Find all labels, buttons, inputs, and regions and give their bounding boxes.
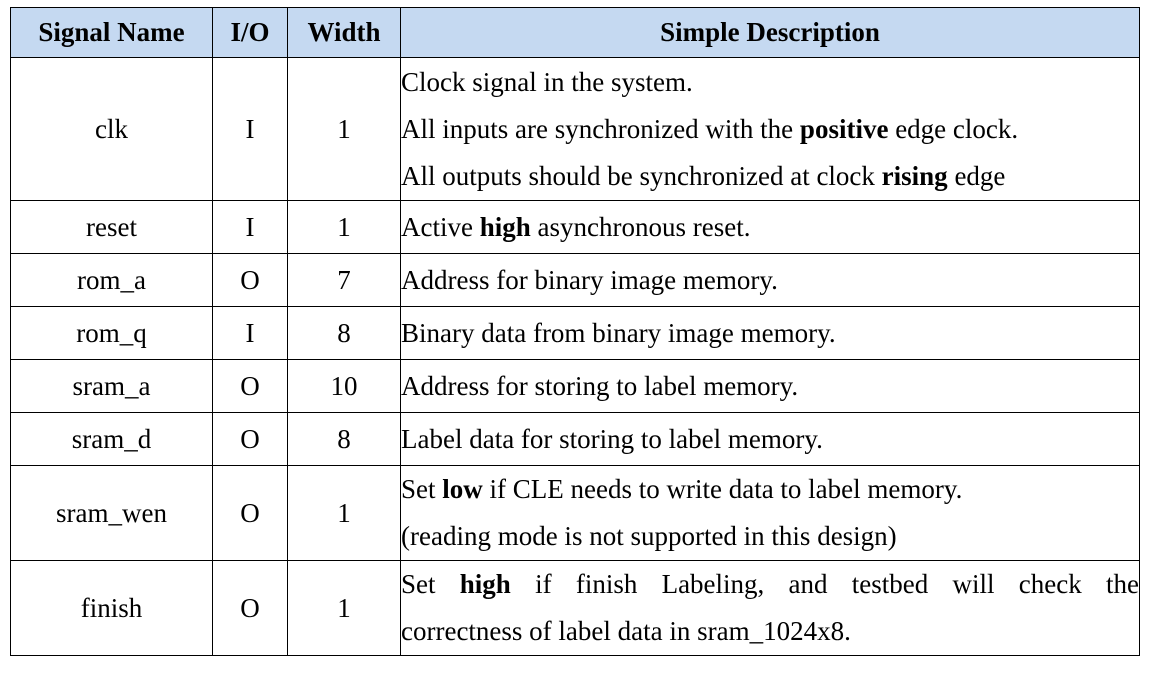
io-cell: O	[212, 359, 288, 413]
width-cell: 8	[287, 412, 401, 466]
signal-name-cell: sram_d	[10, 412, 213, 466]
table-row: sram_a O 10 Address for storing to label…	[10, 359, 1140, 413]
description-line: Set high if finish Labeling, and testbed…	[401, 569, 1139, 599]
description-line: (reading mode is not supported in this d…	[401, 521, 897, 551]
signal-name-cell: rom_a	[10, 253, 213, 307]
table-header-row: Signal Name I/O Width Simple Description	[10, 7, 1140, 58]
width-cell: 1	[287, 200, 401, 254]
table-row: rom_a O 7 Address for binary image memor…	[10, 253, 1140, 307]
io-cell: O	[212, 253, 288, 307]
description-line: All inputs are synchronized with the pos…	[401, 113, 1019, 144]
table-row: reset I 1 Active high asynchronous reset…	[10, 200, 1140, 254]
signal-name-cell: rom_q	[10, 306, 213, 360]
description-line: correctness of label data in sram_1024x8…	[401, 616, 851, 646]
emphasis: positive	[799, 113, 889, 144]
io-cell: O	[212, 560, 288, 656]
description-cell: Address for storing to label memory.	[400, 359, 1140, 413]
table-row: sram_wen O 1 Set low if CLE needs to wri…	[10, 465, 1140, 561]
description-cell: Active high asynchronous reset.	[400, 200, 1140, 254]
table-row: clk I 1 Clock signal in the system. All …	[10, 57, 1140, 201]
table-row: finish O 1 Set high if finish Labeling, …	[10, 560, 1140, 656]
signal-name-cell: finish	[10, 560, 213, 656]
description-line: Active high asynchronous reset.	[401, 211, 751, 242]
description-line: Clock signal in the system.	[401, 66, 693, 97]
signal-name-cell: sram_a	[10, 359, 213, 413]
signal-table: Signal Name I/O Width Simple Description…	[10, 7, 1140, 656]
description-line: Binary data from binary image memory.	[401, 317, 836, 348]
description-cell: Set high if finish Labeling, and testbed…	[400, 560, 1140, 656]
width-cell: 1	[287, 465, 401, 561]
header-width: Width	[287, 7, 401, 58]
io-cell: I	[212, 306, 288, 360]
description-cell: Binary data from binary image memory.	[400, 306, 1140, 360]
description-line: Set low if CLE needs to write data to la…	[401, 474, 963, 504]
emphasis: rising	[881, 160, 948, 191]
description-cell: Set low if CLE needs to write data to la…	[400, 465, 1140, 561]
width-cell: 8	[287, 306, 401, 360]
width-cell: 7	[287, 253, 401, 307]
description-cell: Address for binary image memory.	[400, 253, 1140, 307]
width-cell: 10	[287, 359, 401, 413]
description-line: Label data for storing to label memory.	[401, 423, 823, 454]
width-cell: 1	[287, 560, 401, 656]
io-cell: I	[212, 200, 288, 254]
signal-name-cell: clk	[10, 57, 213, 201]
description-line: Address for binary image memory.	[401, 264, 778, 295]
emphasis: high	[459, 569, 511, 599]
width-cell: 1	[287, 57, 401, 201]
description-line: All outputs should be synchronized at cl…	[401, 160, 1006, 191]
emphasis: low	[442, 474, 483, 504]
emphasis: high	[479, 211, 531, 242]
signal-name-cell: sram_wen	[10, 465, 213, 561]
table-row: sram_d O 8 Label data for storing to lab…	[10, 412, 1140, 466]
description-line: Address for storing to label memory.	[401, 370, 799, 401]
io-cell: I	[212, 57, 288, 201]
header-io: I/O	[212, 7, 288, 58]
io-cell: O	[212, 412, 288, 466]
header-signal-name: Signal Name	[10, 7, 213, 58]
signal-name-cell: reset	[10, 200, 213, 254]
description-cell: Label data for storing to label memory.	[400, 412, 1140, 466]
description-cell: Clock signal in the system. All inputs a…	[400, 57, 1140, 201]
table-row: rom_q I 8 Binary data from binary image …	[10, 306, 1140, 360]
header-description: Simple Description	[400, 7, 1140, 58]
io-cell: O	[212, 465, 288, 561]
